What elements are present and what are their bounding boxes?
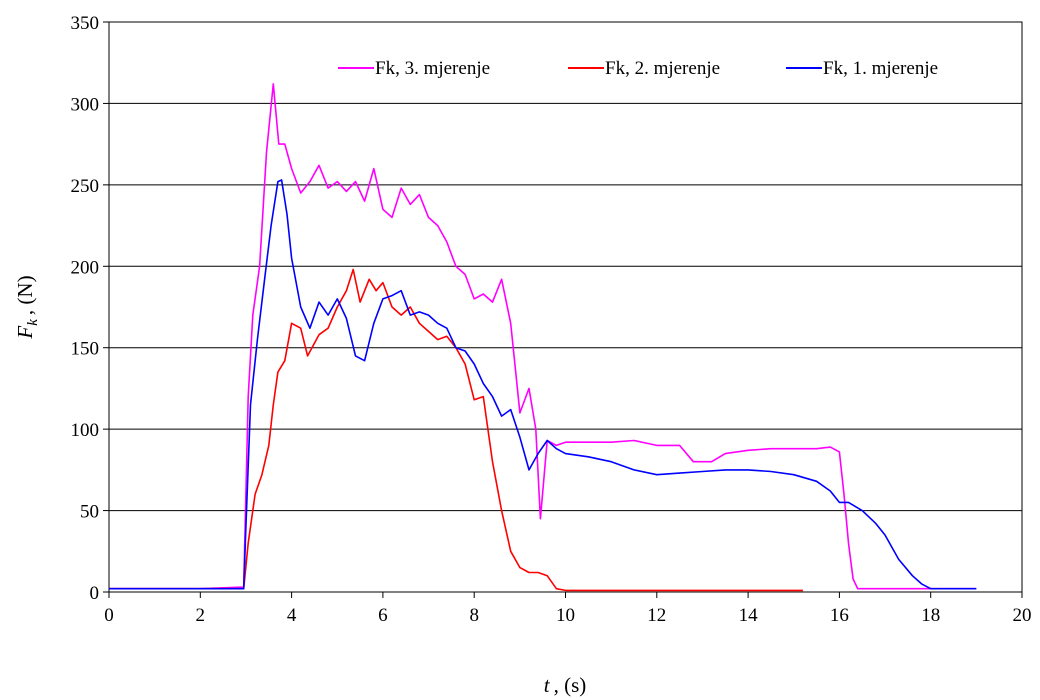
x-tick-label: 14 [739,605,759,626]
y-axis-title: Fk, (N) [13,275,41,339]
x-tick-label: 6 [378,605,388,626]
y-tick-label: 200 [71,257,100,278]
x-tick-label: 8 [469,605,479,626]
y-gridlines [109,102,1022,512]
series-line-1 [109,83,977,590]
y-tick-label: 300 [71,94,100,115]
series-line-2 [109,268,803,592]
x-tick-label: 0 [104,605,114,626]
legend-label-3: Fk, 1. mjerenje [823,58,938,79]
legend: Fk, 3. mjerenje Fk, 2. mjerenje Fk, 1. mje… [338,58,938,79]
series-lines [109,83,977,592]
legend-label-2: Fk, 2. mjerenje [605,58,720,79]
y-tick-label: 250 [71,176,100,197]
y-tick-label: 150 [71,339,100,360]
x-tick-label: 12 [647,605,666,626]
y-tick-label: 50 [80,502,99,523]
x-axis-title: t, (s) [544,673,587,697]
x-tick-label: 16 [830,605,849,626]
x-tick-label: 20 [1013,605,1032,626]
y-axis: 0 50 100 150 200 250 300 350 [71,13,109,604]
legend-label-1: Fk, 3. mjerenje [375,58,490,79]
x-tick-label: 2 [196,605,206,626]
y-tick-label: 0 [90,583,100,604]
x-axis: 0 2 4 6 8 10 12 14 16 18 20 [104,592,1032,626]
x-tick-label: 10 [556,605,575,626]
y-tick-label: 100 [71,420,100,441]
series-line-3 [109,179,977,590]
y-tick-label: 350 [71,13,100,34]
x-tick-label: 18 [921,605,940,626]
x-tick-label: 4 [287,605,297,626]
